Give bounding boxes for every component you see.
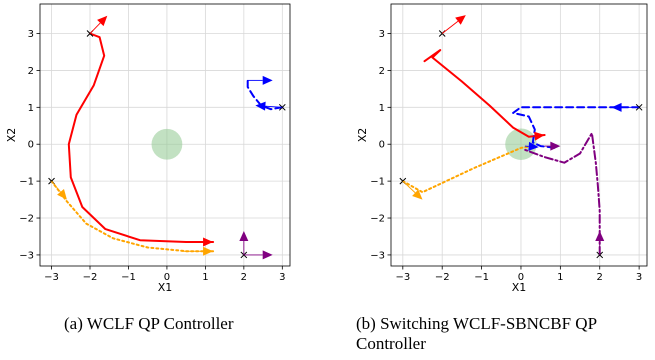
y-tick-label: −2 [370,214,385,225]
y-tick-label: 1 [379,103,385,114]
start-marker [240,251,248,259]
x-tick-label: −1 [474,272,489,283]
plot-frame [390,3,648,267]
end-arrow-3-head [262,250,273,260]
start-arrow-2-head [611,102,622,112]
x-axis-label: X1 [512,281,527,294]
x-tick-label: 1 [557,272,563,283]
end-arrow-0-head [203,237,214,247]
x-tick-label: 0 [164,272,170,283]
y-tick-label: −2 [19,214,34,225]
x-tick-label: 3 [279,272,285,283]
end-arrow-2-head [528,141,539,151]
trajectory-0 [423,49,546,138]
caption-b: (b) Switching WCLF-SBNCBF QP Controller [356,314,597,353]
y-tick-label: 0 [28,140,34,151]
start-arrow-0-head [97,15,108,27]
start-arrow-1-head [412,189,423,200]
y-tick-label: 2 [379,66,385,77]
chart-0: −3 −2 −1 0 1 2 3 −3 −2 −1 0 1 2 3 X1 X2 [5,3,291,294]
start-arrow-1-shaft [402,180,416,194]
start-arrow-3-head [595,230,605,241]
trajectory-3 [523,132,601,256]
trajectory-0 [67,32,215,243]
start-arrow-1-shaft [51,180,61,193]
plot-frame [39,3,291,267]
y-tick-label: 2 [28,66,34,77]
y-tick-label: −3 [370,250,385,261]
x-tick-label: −3 [44,272,59,283]
y-tick-label: 3 [379,29,385,40]
obstacle-circle [151,128,183,160]
start-arrow-1-head [57,189,67,200]
y-tick-label: −3 [19,250,34,261]
end-arrow-1-head [550,141,561,151]
end-arrow-2-head [262,75,273,85]
y-axis-label: X2 [5,128,18,143]
start-arrow-0-shaft [89,22,101,34]
y-axis-label: X2 [356,128,369,143]
trajectory-2 [246,79,284,111]
x-tick-label: −1 [121,272,136,283]
end-arrow-0-shaft [528,135,535,138]
x-tick-label: 2 [597,272,603,283]
x-tick-label: −3 [395,272,410,283]
y-tick-label: 1 [28,103,34,114]
y-tick-label: −1 [19,177,34,188]
x-tick-label: −2 [83,272,98,283]
start-marker [278,103,286,111]
x-tick-label: 2 [241,272,247,283]
start-arrow-0-shaft [441,20,459,34]
chart-1: −3 −2 −1 0 1 2 3 −3 −2 −1 0 1 2 3 X1 X2 [356,3,648,294]
end-arrow-0-head [534,131,545,141]
trajectory-1 [401,145,534,194]
start-arrow-2-shaft [265,105,283,108]
trajectory-2 [512,106,641,149]
x-axis-label: X1 [158,281,173,294]
x-tick-label: 3 [636,272,642,283]
x-tick-label: −2 [435,272,450,283]
end-arrow-1-head [203,246,214,256]
start-arrow-0-head [455,15,466,25]
y-tick-label: −1 [370,177,385,188]
caption-a: (a) WCLF QP Controller [64,314,234,333]
y-tick-label: 0 [379,140,385,151]
x-tick-label: 0 [518,272,524,283]
y-tick-label: 3 [28,29,34,40]
start-marker [596,251,604,259]
start-arrow-2-head [255,101,266,111]
x-tick-label: 1 [202,272,208,283]
figure-canvas: −3 −2 −1 0 1 2 3 −3 −2 −1 0 1 2 3 X1 X2 −3 −2 −1 0 1 2 3 −3 −2 −1… [5,3,648,294]
start-arrow-3-head [239,230,249,241]
